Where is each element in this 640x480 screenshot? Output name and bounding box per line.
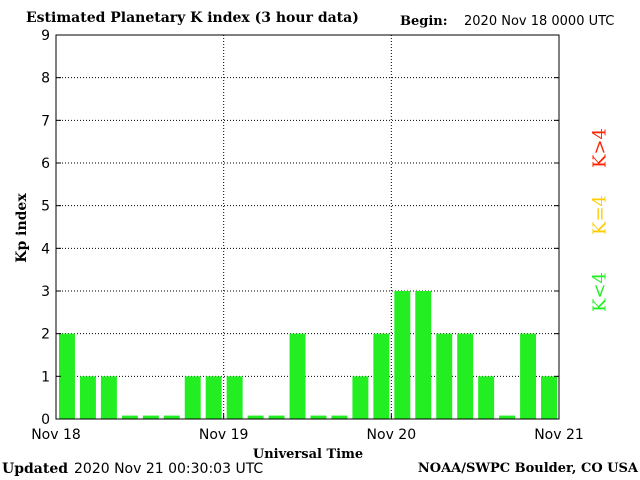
kp-bar — [436, 333, 453, 419]
updated-value: 2020 Nov 21 00:30:03 UTC — [74, 461, 264, 477]
kp-bar — [268, 415, 285, 419]
kp-bar — [499, 415, 516, 419]
x-axis-label: Universal Time — [252, 447, 364, 462]
kp-bar — [79, 376, 96, 419]
kp-bar — [100, 376, 117, 419]
kp-bar — [331, 415, 348, 419]
x-tick-label: Nov 18 — [31, 427, 81, 443]
kp-bar — [541, 376, 557, 419]
kp-bar — [163, 415, 180, 419]
kp-bar — [289, 333, 306, 419]
kp-bar — [247, 415, 264, 419]
y-tick-label: 3 — [41, 284, 50, 300]
kp-bar — [394, 291, 411, 419]
kp-bar — [352, 376, 369, 419]
legend-high: K>4 — [589, 128, 611, 168]
y-axis-label: Kp index — [14, 193, 30, 263]
kp-bar — [59, 333, 75, 419]
kp-bar — [142, 415, 159, 419]
y-tick-label: 6 — [41, 156, 50, 172]
y-tick-label: 1 — [41, 369, 50, 385]
kp-bar — [415, 291, 432, 419]
kp-bar — [478, 376, 495, 419]
kp-bar — [121, 415, 138, 419]
y-tick-label: 4 — [41, 241, 50, 257]
kp-bar — [373, 333, 390, 419]
legend-mid: K=4 — [589, 195, 611, 235]
y-tick-label: 0 — [41, 412, 50, 428]
updated-label: Updated — [2, 461, 69, 477]
x-tick-label: Nov 21 — [534, 427, 584, 443]
kp-bar — [520, 333, 537, 419]
y-tick-label: 5 — [41, 199, 50, 215]
kp-bar — [205, 376, 222, 419]
plot-frame — [55, 34, 560, 420]
x-tick-label: Nov 20 — [367, 427, 417, 443]
kp-bar — [457, 333, 474, 419]
y-tick-label: 9 — [41, 28, 50, 44]
y-tick-label: 2 — [41, 327, 50, 343]
kp-bar — [226, 376, 243, 419]
begin-value: 2020 Nov 18 0000 UTC — [464, 14, 615, 29]
kp-bar — [310, 415, 327, 419]
begin-label: Begin: — [400, 14, 448, 29]
kp-bar — [184, 376, 201, 419]
chart-title: Estimated Planetary K index (3 hour data… — [26, 10, 359, 26]
y-tick-label: 8 — [41, 71, 50, 87]
y-tick-label: 7 — [41, 113, 50, 129]
legend-low: K<4 — [589, 272, 611, 312]
x-tick-label: Nov 19 — [199, 427, 249, 443]
credit-text: NOAA/SWPC Boulder, CO USA — [417, 461, 638, 476]
